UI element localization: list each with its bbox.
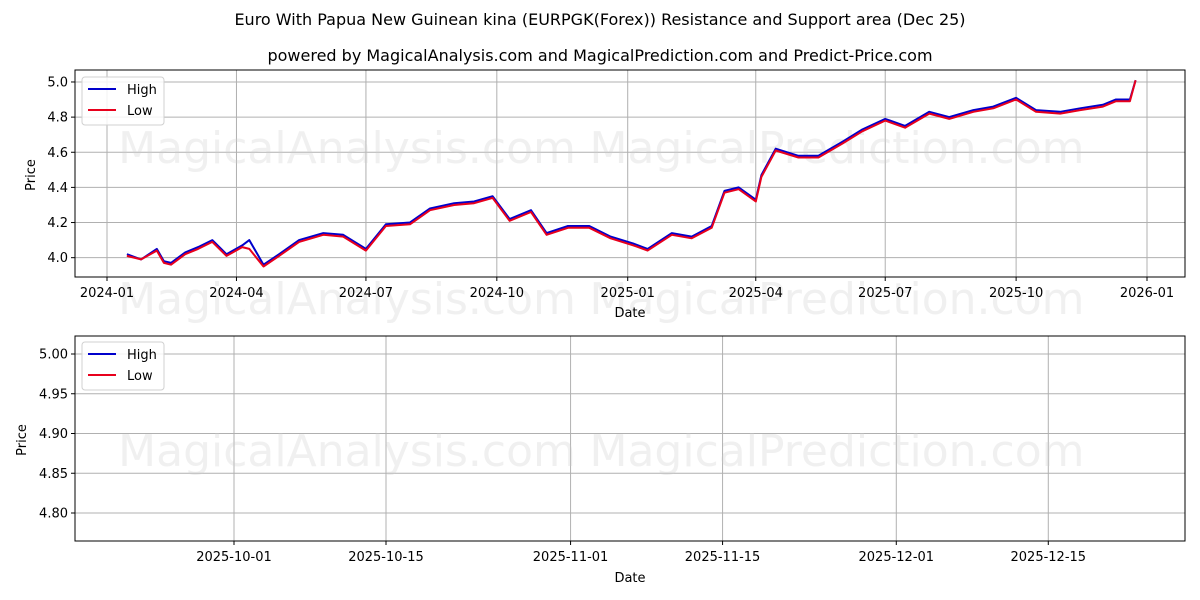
chart-subtitle: powered by MagicalAnalysis.com and Magic… [267, 46, 933, 65]
watermark-text: MagicalAnalysis.com [118, 123, 576, 174]
top-plot-frame [74, 69, 1186, 278]
legend-low-label: Low [127, 369, 153, 384]
y-tick-label: 4.90 [39, 427, 68, 442]
bottom-x-axis: 2025-10-01 2025-10-15 2025-11-01 2025-11-15… [196, 541, 1086, 565]
chart-title: Euro With Papua New Guinean kina (EURPGK… [234, 10, 966, 29]
x-tick-label: 2026-01 [1120, 286, 1174, 301]
high-series-line [126, 79, 1137, 266]
y-tick-label: 4.0 [47, 251, 68, 266]
x-tick-label: 2025-04 [729, 286, 783, 301]
x-tick-label: 2025-10-01 [196, 550, 272, 565]
top-x-axis: 2024-01 2024-04 2024-07 2024-10 2025-01 2025-… [80, 277, 1174, 301]
y-tick-label: 5.00 [39, 348, 68, 363]
y-tick-label: 4.95 [39, 387, 68, 402]
y-tick-label: 4.85 [39, 467, 68, 482]
bottom-plot-frame [74, 335, 1186, 542]
watermark-text: MagicalAnalysis.com [118, 274, 576, 325]
y-tick-label: 4.80 [39, 507, 68, 522]
top-grid [75, 70, 1185, 277]
x-tick-label: 2025-11-01 [533, 550, 609, 565]
y-tick-label: 4.8 [47, 111, 68, 126]
top-price-chart: MagicalAnalysis.com MagicalPrediction.co… [24, 69, 1186, 325]
y-tick-label: 4.6 [47, 146, 68, 161]
top-legend: High Low [81, 76, 165, 126]
bottom-grid [75, 336, 1185, 541]
top-y-axis: 4.0 4.2 4.4 4.6 4.8 5.0 [47, 75, 75, 266]
x-tick-label: 2025-12-15 [1011, 550, 1087, 565]
low-series-line [126, 79, 1137, 268]
x-tick-label: 2025-01 [601, 286, 655, 301]
legend-high-label: High [127, 83, 157, 98]
watermark-text: MagicalAnalysis.com [118, 426, 576, 477]
y-tick-label: 4.4 [47, 181, 68, 196]
top-series-lines [126, 79, 1137, 268]
x-tick-label: 2025-12-01 [859, 550, 935, 565]
bottom-watermark: MagicalAnalysis.com MagicalPrediction.co… [118, 426, 1084, 477]
x-tick-label: 2025-10 [989, 286, 1043, 301]
x-tick-label: 2025-10-15 [348, 550, 424, 565]
x-tick-label: 2025-07 [858, 286, 912, 301]
x-tick-label: 2024-01 [80, 286, 134, 301]
x-tick-label: 2024-04 [209, 286, 263, 301]
bottom-y-axis: 4.80 4.85 4.90 4.95 5.00 [39, 348, 75, 522]
legend-high-label: High [127, 348, 157, 363]
y-tick-label: 4.2 [47, 216, 68, 231]
top-watermark: MagicalAnalysis.com MagicalPrediction.co… [118, 123, 1084, 325]
x-tick-label: 2024-07 [339, 286, 393, 301]
y-tick-label: 5.0 [47, 75, 68, 90]
x-tick-label: 2025-11-15 [685, 550, 761, 565]
bottom-price-chart: MagicalAnalysis.com MagicalPrediction.co… [15, 335, 1186, 586]
top-y-axis-label: Price [24, 159, 39, 191]
x-tick-label: 2024-10 [470, 286, 524, 301]
legend-low-label: Low [127, 104, 153, 119]
watermark-text: MagicalPrediction.com [590, 123, 1085, 174]
watermark-text: MagicalPrediction.com [590, 274, 1085, 325]
top-x-axis-label: Date [614, 306, 645, 321]
bottom-y-axis-label: Price [15, 424, 30, 456]
watermark-text: MagicalPrediction.com [590, 426, 1085, 477]
bottom-legend: High Low [81, 341, 165, 391]
bottom-x-axis-label: Date [614, 571, 645, 586]
